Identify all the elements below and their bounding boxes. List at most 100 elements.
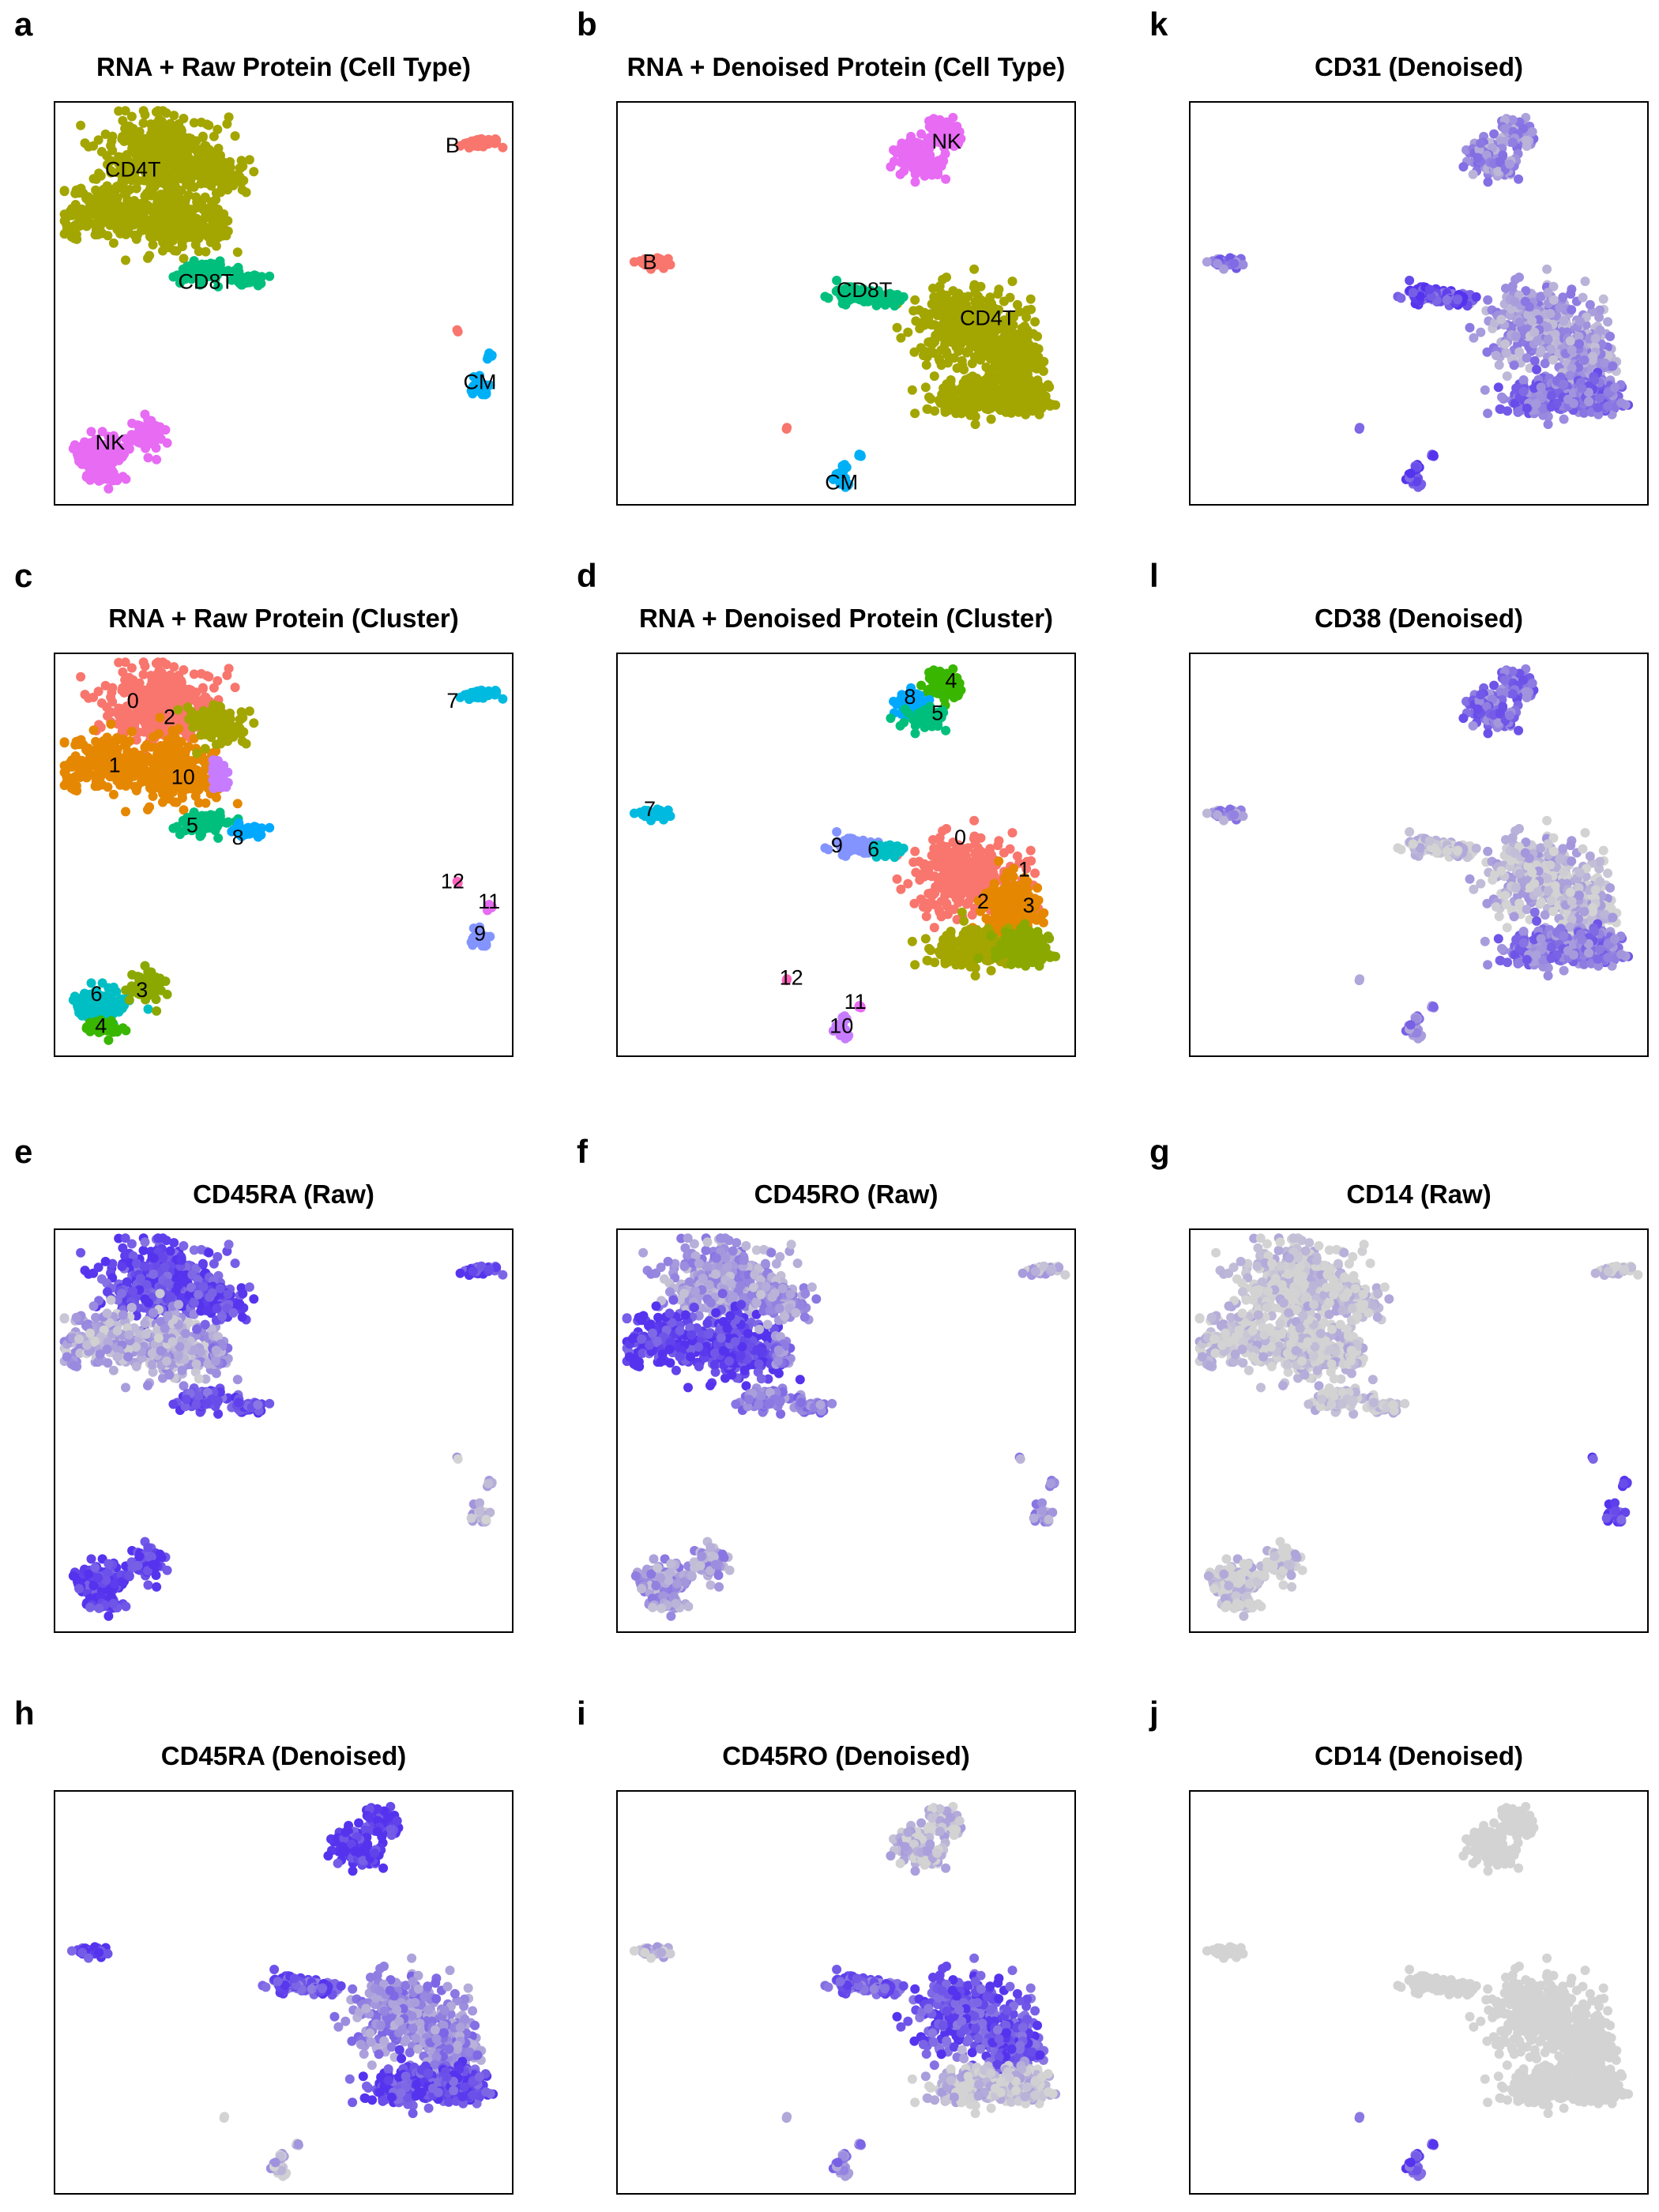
cell-point (179, 805, 189, 815)
cell-point (109, 451, 119, 461)
cell-point (1442, 295, 1452, 305)
cell-point (1566, 289, 1576, 299)
cell-point (102, 181, 112, 191)
cluster-label-NK: NK (931, 130, 961, 153)
cell-point (128, 710, 138, 720)
cell-point (1499, 124, 1510, 134)
cluster-label-CD4T: CD4T (960, 306, 1016, 329)
cell-point (177, 238, 187, 248)
cell-point (122, 149, 132, 160)
cell-point (483, 352, 493, 361)
cell-point (986, 414, 996, 424)
cell-point (232, 799, 243, 809)
cell-point (954, 126, 965, 137)
cell-point (1595, 393, 1604, 403)
cell-point (1590, 333, 1601, 344)
plot-frame-c: 0 2 1 10 7 5 8 12 11 9 6 3 4 (54, 653, 514, 1057)
cell-point (94, 476, 104, 486)
cell-point (1566, 336, 1575, 346)
cell-point (106, 719, 116, 729)
cell-point (1546, 344, 1556, 355)
cell-point (160, 747, 170, 758)
cell-point (993, 336, 1003, 346)
cell-point (1505, 159, 1515, 169)
cell-point (253, 273, 263, 283)
cell-point (174, 172, 184, 182)
cell-point (128, 159, 138, 169)
cell-point (194, 162, 204, 172)
cell-point (1574, 332, 1584, 341)
cell-point (994, 305, 1004, 315)
cell-point (162, 229, 171, 239)
cell-point (934, 304, 943, 314)
cell-point (141, 201, 151, 212)
cell-point (910, 177, 920, 187)
cell-point (1471, 292, 1481, 302)
cell-point (124, 202, 134, 213)
cell-point (1531, 399, 1541, 409)
cell-point (1603, 387, 1613, 397)
cell-point (475, 378, 485, 389)
cell-point (160, 134, 170, 145)
cell-point (167, 209, 178, 220)
panel-letter-b: b (577, 6, 597, 43)
cell-point (103, 431, 114, 442)
cell-point (1015, 352, 1025, 362)
cell-point (70, 233, 79, 243)
plot-frame-k (1189, 101, 1649, 506)
cell-point (935, 115, 945, 125)
cell-point (832, 276, 842, 285)
cell-point (189, 118, 199, 128)
cell-point (143, 171, 153, 181)
cell-point (118, 734, 128, 744)
cluster-label-NK: NK (96, 431, 126, 454)
cell-point (1007, 276, 1018, 287)
cell-point (230, 131, 240, 141)
cell-point (1527, 316, 1537, 326)
cell-point (954, 316, 965, 326)
cell-point (986, 379, 996, 389)
cell-point (76, 120, 86, 130)
cell-point (1616, 398, 1627, 408)
cell-point (1546, 402, 1556, 412)
cell-point (656, 258, 667, 269)
cell-point (1006, 355, 1017, 365)
cell-point (965, 404, 976, 414)
cell-point (123, 224, 134, 235)
cell-point (232, 247, 243, 258)
cell-point (167, 761, 178, 771)
cell-point (194, 798, 204, 808)
cell-point (101, 448, 111, 458)
cell-point (1543, 419, 1553, 430)
cell-point (1030, 317, 1040, 327)
cell-point (174, 724, 184, 734)
cell-point (1498, 150, 1508, 160)
cell-point (1514, 317, 1525, 327)
cell-point (85, 475, 96, 485)
cell-point (90, 209, 100, 219)
cell-point (192, 748, 202, 758)
cell-point (925, 150, 935, 160)
cell-point (1476, 138, 1486, 149)
cell-point (970, 419, 980, 430)
cell-point (184, 714, 194, 724)
cell-point (1578, 292, 1588, 303)
panel-letter-c: c (14, 557, 33, 594)
cell-point (91, 185, 101, 195)
cell-point (102, 732, 112, 743)
cell-point (164, 151, 173, 161)
cell-point (976, 281, 986, 292)
cell-point (1030, 351, 1040, 361)
cell-point (886, 162, 896, 172)
cell-point (176, 128, 186, 138)
cell-point (994, 345, 1004, 355)
panel-title-b: RNA + Denoised Protein (Cell Type) (626, 52, 1066, 81)
cell-point (147, 221, 157, 231)
cell-point (629, 257, 639, 267)
cell-point (100, 129, 111, 139)
cell-point (453, 326, 463, 337)
cell-point (200, 743, 210, 754)
cell-point (84, 442, 94, 452)
cell-point (147, 784, 157, 794)
